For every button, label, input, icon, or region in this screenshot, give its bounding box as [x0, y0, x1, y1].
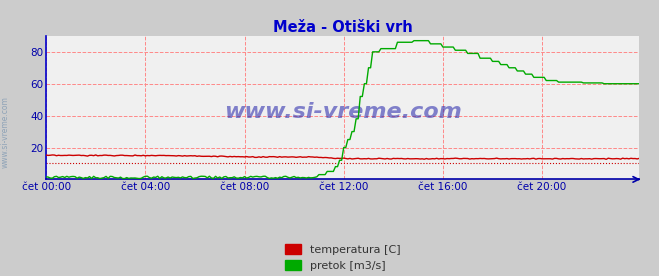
Text: www.si-vreme.com: www.si-vreme.com: [1, 97, 10, 168]
Legend: temperatura [C], pretok [m3/s]: temperatura [C], pretok [m3/s]: [280, 240, 405, 275]
Text: www.si-vreme.com: www.si-vreme.com: [224, 102, 461, 122]
Title: Meža - Otiški vrh: Meža - Otiški vrh: [273, 20, 413, 35]
